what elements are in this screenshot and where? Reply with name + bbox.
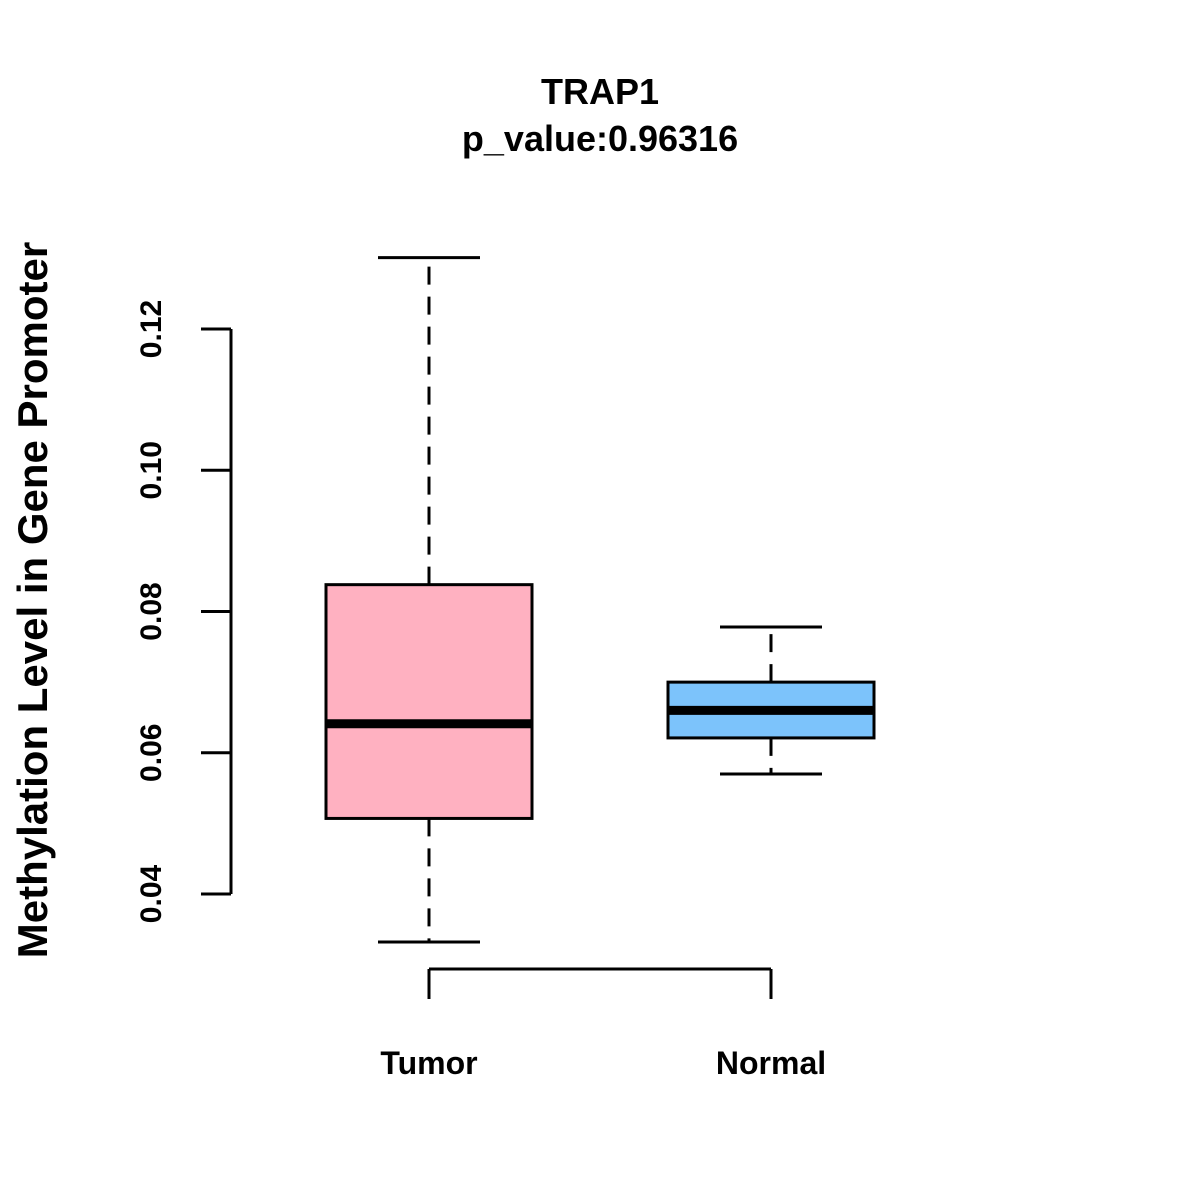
y-tick-label: 0.10	[135, 441, 168, 499]
chart-subtitle: p_value:0.96316	[462, 118, 738, 159]
y-tick-label: 0.12	[135, 300, 168, 358]
chart-title: TRAP1	[541, 71, 659, 112]
iqr-box	[324, 583, 534, 820]
y-axis: 0.04 0.06 0.08 0.10 0.12	[135, 300, 233, 923]
x-tick-label: Tumor	[380, 1045, 477, 1081]
box-tumor	[324, 256, 534, 944]
box-normal	[666, 625, 876, 776]
boxes-group	[324, 256, 876, 944]
y-tick-label: 0.06	[135, 724, 168, 782]
x-tick-label: Normal	[716, 1045, 826, 1081]
y-tick-label: 0.08	[135, 582, 168, 640]
y-tick-label: 0.04	[135, 864, 168, 923]
x-axis: Tumor Normal	[380, 967, 826, 1081]
y-axis-label: Methylation Level in Gene Promoter	[9, 242, 56, 958]
